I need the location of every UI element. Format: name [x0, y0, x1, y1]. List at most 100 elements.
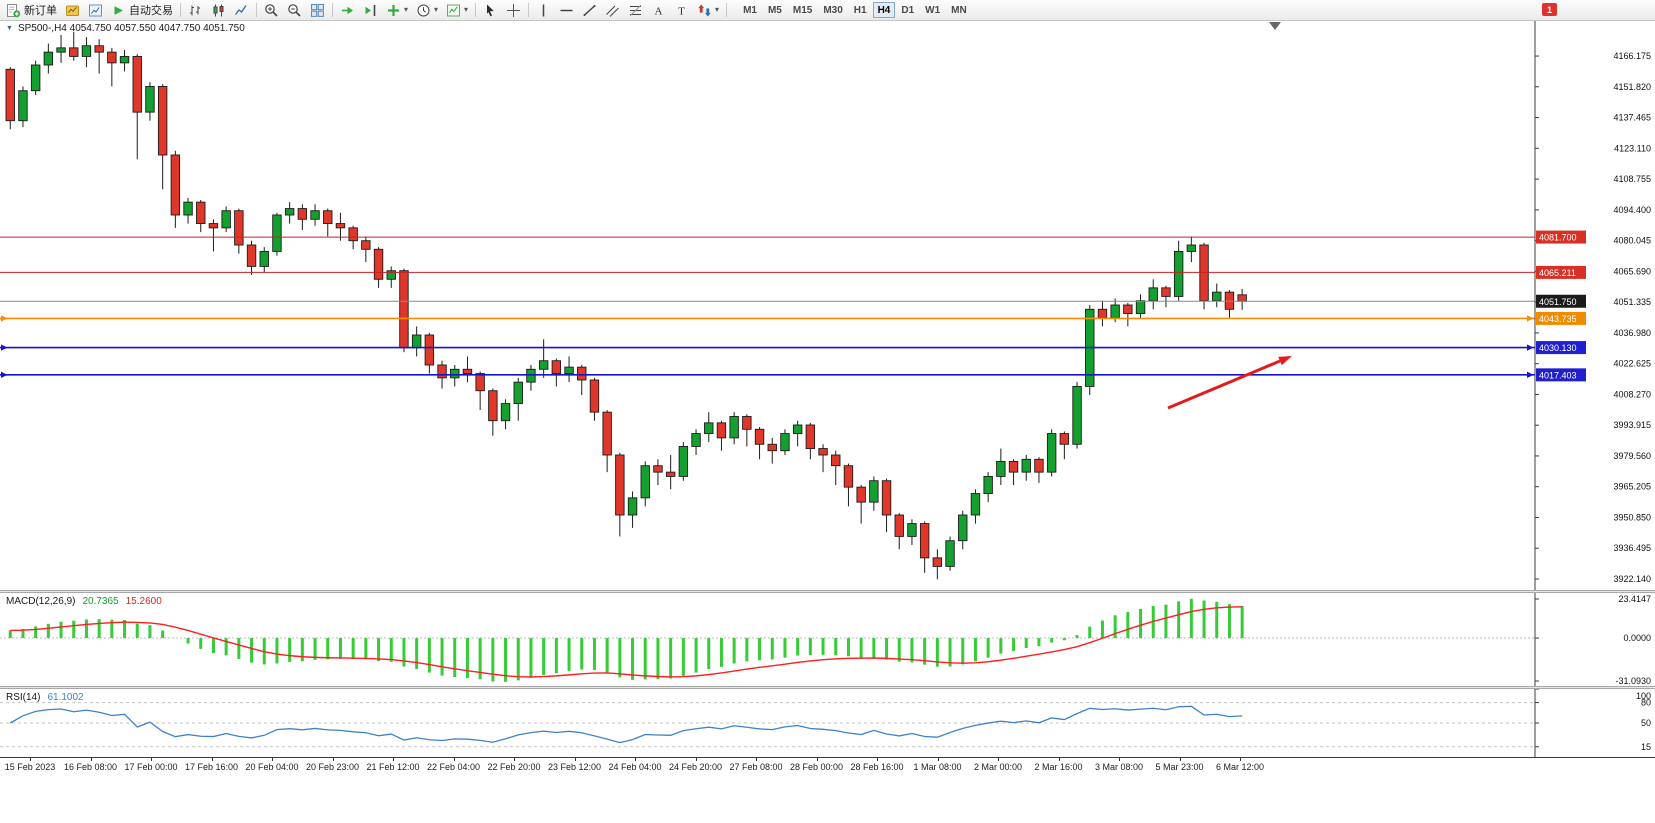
- price-axis-label: 4065.690: [1613, 266, 1651, 276]
- timeframe-m5-button[interactable]: M5: [763, 2, 787, 18]
- arrow-annotation[interactable]: [1167, 359, 1281, 410]
- candle: [94, 45, 104, 53]
- candle: [983, 475, 993, 495]
- candle: [907, 523, 917, 537]
- chart-shift-marker-icon[interactable]: [1269, 22, 1281, 30]
- time-axis-label: 5 Mar 23:00: [1155, 762, 1204, 772]
- new-order-icon: [7, 3, 21, 17]
- timeframe-m30-button[interactable]: M30: [818, 2, 847, 18]
- price-axis[interactable]: 4166.175 4151.820 4137.465 4123.110 4108.755…: [1534, 20, 1651, 590]
- horizontal-line-button[interactable]: [555, 1, 578, 19]
- dropdown-caret-icon: ▾: [434, 5, 439, 14]
- line-right-marker-icon: [1527, 344, 1534, 351]
- time-axis-label: 2 Mar 00:00: [973, 762, 1023, 772]
- candle: [411, 334, 422, 349]
- indicators-button[interactable]: ▾: [382, 1, 412, 19]
- time-axis-tick: [453, 758, 455, 761]
- timeframe-w1-button[interactable]: W1: [920, 2, 945, 18]
- text-icon: A: [655, 5, 663, 17]
- channel-button[interactable]: [601, 1, 624, 19]
- candle: [1135, 300, 1146, 315]
- candle: [1034, 458, 1044, 473]
- time-axis-label: 17 Feb 16:00: [184, 762, 239, 772]
- time-axis-label: 24 Feb 04:00: [608, 762, 662, 772]
- price-axis-label: 4137.465: [1613, 113, 1651, 123]
- candle: [373, 248, 384, 280]
- auto-scroll-button[interactable]: [336, 1, 359, 19]
- templates-button[interactable]: ▾: [442, 1, 472, 19]
- time-axis-label: 3 Mar 08:00: [1094, 762, 1144, 772]
- tile-windows-button[interactable]: [306, 1, 329, 19]
- autotrading-icon: [114, 5, 123, 15]
- candle: [780, 433, 790, 452]
- price-axis-label: 3979.560: [1613, 451, 1651, 461]
- price-axis-label: 3922.140: [1613, 574, 1651, 584]
- timeframe-d1-button[interactable]: D1: [896, 2, 919, 18]
- candle: [196, 201, 206, 225]
- timeframe-mn-button[interactable]: MN: [946, 2, 972, 18]
- label-button[interactable]: T: [670, 1, 693, 19]
- price-tag-label: 4051.750: [1539, 297, 1577, 307]
- periods-button[interactable]: ▾: [412, 1, 442, 19]
- rsi-axis-label: 80: [1641, 698, 1651, 708]
- line-right-marker-icon: [1527, 371, 1534, 379]
- candle: [1110, 304, 1120, 319]
- zoom-in-icon: [265, 3, 278, 17]
- timeframe-h4-button[interactable]: H4: [872, 2, 896, 18]
- bar-chart-button[interactable]: [184, 1, 207, 19]
- time-axis-label: 22 Feb 20:00: [487, 762, 541, 772]
- price-tag: [1536, 341, 1586, 355]
- timeframe-m15-button[interactable]: M15: [788, 2, 817, 18]
- metaeditor-button[interactable]: [61, 1, 84, 19]
- macd-main-value: 20.7365: [82, 596, 119, 607]
- time-axis-tick: [816, 758, 818, 761]
- candle: [945, 540, 955, 567]
- one-click-trading-toggle-icon[interactable]: ▼: [6, 25, 13, 32]
- price-chart[interactable]: 4166.175 4151.820 4137.465 4123.110 4108.755…: [0, 20, 1655, 590]
- cursor-button[interactable]: [479, 1, 502, 19]
- candle-chart-button[interactable]: [207, 1, 230, 19]
- text-button[interactable]: A: [647, 1, 670, 19]
- candle: [1097, 308, 1108, 319]
- cursor-icon: [487, 4, 494, 16]
- trendline-button[interactable]: [578, 1, 601, 19]
- auto-scroll-icon: [342, 6, 353, 14]
- zoom-out-button[interactable]: [283, 1, 306, 19]
- time-axis[interactable]: 15 Feb 2023 16 Feb 08:00 17 Feb 00:00 17 Fe…: [0, 757, 1655, 778]
- market-watch-button[interactable]: [84, 1, 107, 19]
- panel-splitter[interactable]: [0, 686, 1655, 689]
- price-tag: [1536, 294, 1586, 308]
- market-watch-icon: [89, 4, 102, 16]
- chart-shift-button[interactable]: [359, 1, 382, 19]
- price-axis-label: 4036.980: [1613, 328, 1651, 338]
- zoom-in-button[interactable]: [260, 1, 283, 19]
- macd-axis-label: 23.4147: [1618, 594, 1651, 604]
- fibonacci-button[interactable]: [624, 1, 647, 19]
- toolbar-separator: [726, 3, 728, 17]
- toolbar-button-label: 自动交易: [129, 5, 173, 17]
- rsi-axis-label: 15: [1641, 742, 1651, 752]
- timeframe-m1-button[interactable]: M1: [738, 2, 762, 18]
- candle: [475, 373, 485, 392]
- candle: [81, 45, 92, 57]
- price-axis-label: 4166.175: [1613, 51, 1651, 61]
- macd-name: MACD(12,26,9): [6, 596, 76, 607]
- timeframe-h1-button[interactable]: H1: [849, 2, 872, 18]
- time-axis-label: 2 Mar 16:00: [1034, 762, 1083, 772]
- candle: [970, 493, 981, 516]
- vertical-line-button[interactable]: [532, 1, 555, 19]
- candle: [1186, 244, 1197, 252]
- line-chart-button[interactable]: [230, 1, 253, 19]
- new-order-button[interactable]: 新订单: [2, 1, 61, 19]
- vertical-line-icon: [542, 4, 545, 16]
- panel-splitter[interactable]: [0, 590, 1655, 593]
- macd-panel[interactable]: 23.4147 0.0000 -31.0930: [0, 593, 1655, 686]
- candle: [627, 497, 638, 516]
- notification-badge[interactable]: 1: [1542, 3, 1557, 16]
- crosshair-button[interactable]: [502, 1, 525, 19]
- arrows-button[interactable]: ▾: [693, 1, 723, 19]
- toolbar-separator: [332, 3, 333, 17]
- horizontal-line-icon: [560, 9, 573, 11]
- autotrading-button[interactable]: 自动交易: [107, 1, 177, 19]
